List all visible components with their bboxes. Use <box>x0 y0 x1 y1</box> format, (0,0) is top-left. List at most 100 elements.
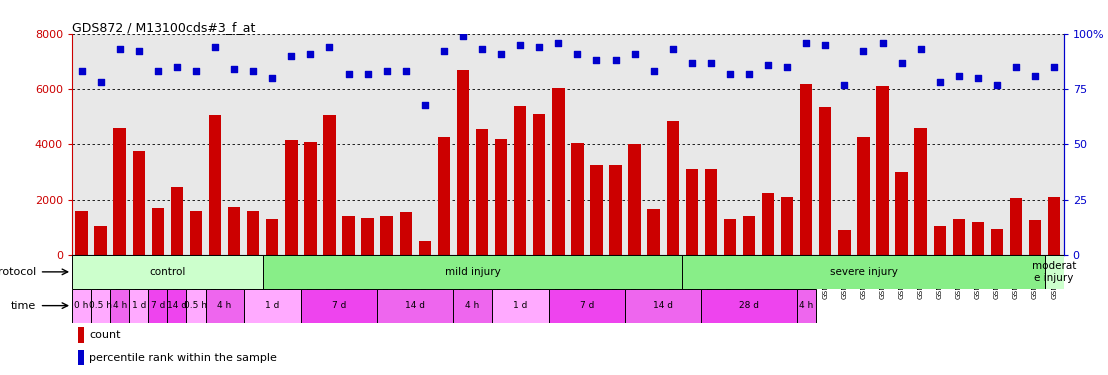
Bar <box>934 226 946 255</box>
Bar <box>78 350 84 365</box>
Bar <box>492 289 548 322</box>
Text: 4 h: 4 h <box>113 301 126 310</box>
Bar <box>762 193 774 255</box>
Point <box>970 75 987 81</box>
Point <box>1026 73 1044 79</box>
Point <box>702 60 720 66</box>
Point <box>492 51 510 57</box>
Point <box>187 68 205 74</box>
Text: 14 d: 14 d <box>167 301 187 310</box>
Bar <box>148 289 167 322</box>
Bar <box>380 216 393 255</box>
Bar <box>628 144 640 255</box>
Bar <box>838 230 851 255</box>
Point <box>454 33 472 39</box>
Point <box>550 40 567 46</box>
Bar <box>972 222 984 255</box>
Bar <box>701 289 797 322</box>
Bar <box>78 327 84 343</box>
Bar <box>1045 255 1064 289</box>
Point <box>73 68 91 74</box>
Text: 7 d: 7 d <box>579 301 594 310</box>
Bar <box>475 129 489 255</box>
Bar <box>72 289 91 322</box>
Text: 0 h: 0 h <box>74 301 89 310</box>
Bar <box>625 289 701 322</box>
Bar <box>819 107 831 255</box>
Bar <box>305 142 317 255</box>
Text: 1 d: 1 d <box>513 301 527 310</box>
Point <box>245 68 263 74</box>
Point <box>854 48 872 54</box>
Bar <box>876 86 889 255</box>
Text: mild injury: mild injury <box>444 267 501 277</box>
Text: count: count <box>89 330 121 340</box>
Bar <box>133 151 145 255</box>
Bar <box>1029 220 1042 255</box>
Text: 14 d: 14 d <box>654 301 674 310</box>
Bar <box>189 211 202 255</box>
Bar <box>552 88 564 255</box>
Point <box>587 57 605 63</box>
Point <box>1045 64 1063 70</box>
Point <box>1007 64 1025 70</box>
Bar <box>858 138 870 255</box>
Bar <box>609 165 622 255</box>
Point <box>283 53 300 59</box>
Point <box>92 80 110 86</box>
Point <box>817 42 834 48</box>
Bar <box>742 216 756 255</box>
Bar <box>914 128 927 255</box>
Text: moderat
e injury: moderat e injury <box>1032 261 1076 283</box>
Text: 14 d: 14 d <box>406 301 425 310</box>
Point <box>721 70 739 76</box>
Point <box>835 82 853 88</box>
Point <box>416 102 433 108</box>
Bar <box>953 219 965 255</box>
Point <box>225 66 243 72</box>
Text: GDS872 / M13100cds#3_f_at: GDS872 / M13100cds#3_f_at <box>72 21 256 34</box>
Bar <box>205 289 244 322</box>
Bar <box>342 216 355 255</box>
Bar <box>301 289 377 322</box>
Bar <box>186 289 205 322</box>
Point <box>168 64 186 70</box>
Bar <box>667 121 679 255</box>
Text: 28 d: 28 d <box>739 301 759 310</box>
Bar <box>113 128 126 255</box>
Bar <box>75 211 88 255</box>
Text: percentile rank within the sample: percentile rank within the sample <box>89 352 277 363</box>
Point <box>988 82 1006 88</box>
Text: 0.5 h: 0.5 h <box>89 301 112 310</box>
Bar <box>266 219 278 255</box>
Bar <box>152 208 164 255</box>
Bar <box>171 187 183 255</box>
Point <box>206 44 224 50</box>
Point <box>148 68 166 74</box>
Bar <box>686 169 698 255</box>
Text: 0.5 h: 0.5 h <box>184 301 207 310</box>
Point <box>950 73 967 79</box>
Point <box>111 46 129 52</box>
Bar <box>400 212 412 255</box>
Bar <box>285 140 298 255</box>
Bar <box>548 289 625 322</box>
Bar <box>361 217 373 255</box>
Bar <box>797 289 815 322</box>
Bar <box>800 84 812 255</box>
Bar <box>1048 197 1060 255</box>
Bar <box>244 289 301 322</box>
Bar <box>514 106 526 255</box>
Bar <box>247 211 259 255</box>
Point <box>301 51 319 57</box>
Text: protocol: protocol <box>0 267 35 277</box>
Point <box>759 62 777 68</box>
Bar <box>705 169 717 255</box>
Point <box>912 46 930 52</box>
Point <box>435 48 453 54</box>
Bar <box>781 197 793 255</box>
Point <box>798 40 815 46</box>
Bar <box>495 139 507 255</box>
Point <box>264 75 281 81</box>
Point <box>397 68 414 74</box>
